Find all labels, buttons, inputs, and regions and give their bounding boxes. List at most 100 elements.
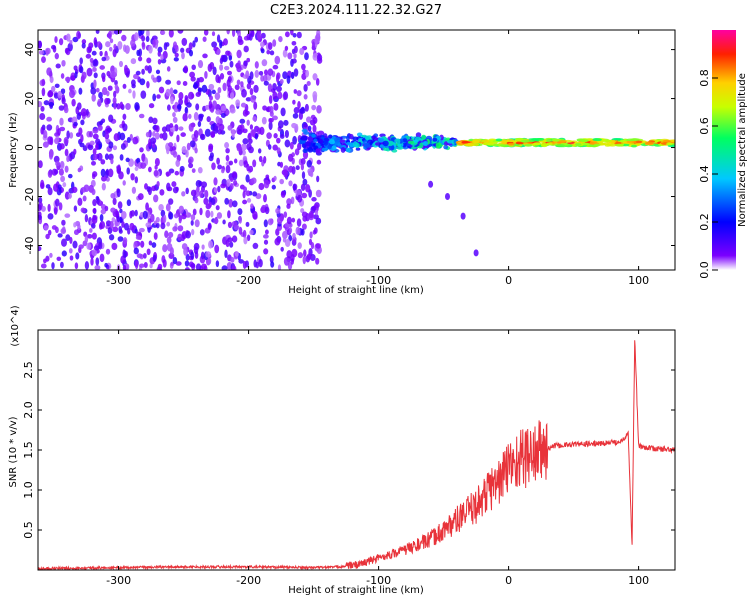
noise-blob: [315, 78, 320, 86]
noise-blob: [59, 143, 65, 150]
noise-blob: [53, 155, 60, 163]
noise-blob: [139, 78, 146, 86]
noise-blob: [221, 168, 225, 174]
noise-blob: [188, 162, 194, 169]
noise-blob: [38, 160, 43, 169]
noise-blob: [175, 261, 182, 266]
noise-blob: [97, 124, 103, 131]
noise-blob: [149, 263, 153, 269]
noise-blob: [217, 164, 223, 170]
noise-blob: [209, 95, 213, 101]
noise-blob: [284, 130, 289, 138]
noise-blob: [300, 183, 306, 191]
noise-blob: [118, 225, 123, 233]
noise-blob: [146, 248, 151, 256]
noise-blob: [293, 53, 297, 59]
noise-blob: [279, 178, 285, 185]
noise-blob: [102, 75, 106, 83]
noise-blob: [156, 181, 160, 187]
noise-blob: [178, 126, 184, 131]
spectrogram-x-label: Height of straight line (km): [288, 285, 424, 296]
noise-blob: [165, 203, 171, 212]
noise-blob: [193, 129, 199, 139]
noise-blob: [92, 171, 98, 178]
noise-blob: [269, 50, 275, 56]
noise-blob: [84, 234, 89, 244]
noise-blob: [182, 81, 188, 86]
spectrogram-x-tick-label: 0: [505, 274, 512, 287]
colorbar-tick-label: 0.6: [698, 117, 711, 135]
noise-blob: [316, 53, 323, 62]
noise-blob: [180, 47, 185, 53]
noise-blob: [195, 263, 202, 270]
signal-line-blob: [533, 142, 541, 146]
snr-y-tick-label: 1.0: [22, 481, 35, 499]
noise-blob: [141, 42, 146, 50]
noise-blob: [152, 254, 157, 263]
noise-blob: [109, 38, 114, 44]
spectrogram-x-tick-label: 100: [628, 274, 649, 287]
noise-blob: [73, 121, 78, 127]
signal-line-blob: [630, 144, 638, 148]
signal-onset-blob: [313, 138, 318, 143]
noise-blob: [38, 50, 45, 55]
noise-blob: [288, 165, 294, 173]
noise-blob: [135, 235, 142, 240]
noise-blob: [211, 162, 216, 171]
noise-blob: [172, 116, 178, 123]
noise-blob: [246, 83, 252, 90]
noise-blob: [122, 264, 127, 270]
noise-blob: [194, 219, 200, 228]
noise-blob: [291, 217, 296, 223]
noise-blob: [248, 146, 254, 154]
noise-blob: [208, 83, 215, 91]
noise-blob: [197, 121, 202, 127]
noise-blob: [272, 91, 278, 100]
noise-blob: [231, 129, 235, 138]
noise-blob: [263, 194, 267, 203]
noise-blob: [81, 39, 87, 45]
noise-blob: [202, 53, 208, 59]
noise-blob: [106, 127, 113, 133]
noise-blob: [77, 223, 81, 231]
noise-blob: [190, 189, 197, 197]
noise-blob: [59, 261, 64, 269]
noise-blob: [95, 257, 100, 266]
noise-blob: [209, 61, 215, 70]
snr-x-tick-label: 0: [505, 574, 512, 587]
signal-line-blob: [602, 142, 610, 146]
noise-blob: [38, 197, 43, 204]
noise-blob: [202, 36, 207, 42]
noise-blob: [124, 64, 128, 74]
noise-blob: [265, 174, 270, 179]
noise-blob: [64, 148, 69, 157]
noise-blob: [204, 189, 209, 199]
noise-blob: [259, 126, 265, 136]
noise-blob: [173, 57, 179, 62]
noise-blob: [284, 31, 290, 38]
noise-blob: [155, 69, 161, 75]
noise-blob: [77, 167, 82, 173]
noise-blob: [258, 70, 264, 76]
noise-blob: [147, 186, 152, 196]
noise-blob: [134, 102, 140, 111]
noise-blob: [220, 105, 227, 112]
noise-blob: [122, 249, 126, 258]
noise-blob: [172, 151, 178, 158]
noise-blob: [226, 179, 231, 187]
noise-blob: [123, 222, 130, 231]
noise-blob: [279, 161, 284, 168]
noise-blob: [68, 248, 73, 254]
noise-blob: [104, 170, 110, 178]
noise-blob: [305, 69, 310, 78]
noise-blob: [234, 84, 240, 91]
noise-blob: [245, 221, 250, 227]
noise-blob: [272, 39, 277, 47]
noise-blob: [268, 121, 273, 131]
noise-blob: [185, 149, 189, 158]
noise-blob: [181, 37, 188, 46]
noise-blob: [300, 163, 305, 171]
noise-blob: [38, 40, 42, 49]
noise-blob: [156, 266, 163, 270]
